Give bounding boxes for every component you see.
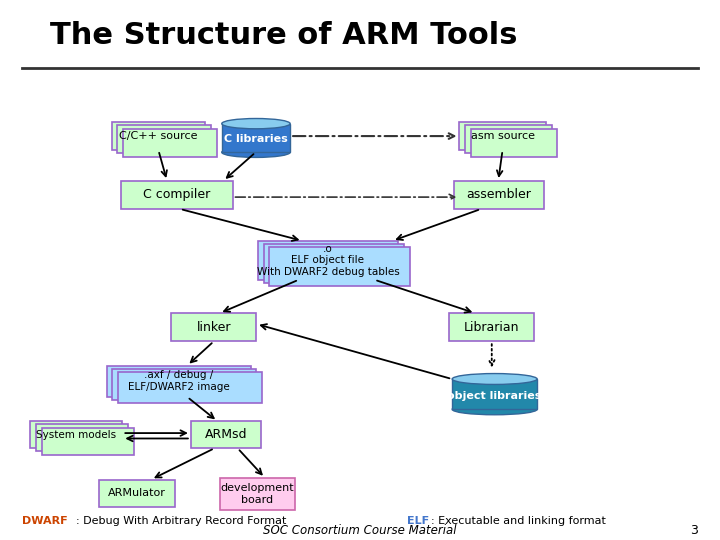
Text: : Executable and linking format: : Executable and linking format — [431, 516, 606, 526]
Text: .o
ELF object file
With DWARF2 debug tables: .o ELF object file With DWARF2 debug tab… — [256, 244, 400, 277]
FancyBboxPatch shape — [449, 313, 534, 341]
FancyBboxPatch shape — [30, 421, 122, 448]
FancyBboxPatch shape — [121, 181, 233, 209]
Text: ARMulator: ARMulator — [108, 488, 166, 498]
Text: The Structure of ARM Tools: The Structure of ARM Tools — [50, 21, 518, 50]
Text: System models: System models — [36, 430, 117, 440]
FancyBboxPatch shape — [107, 366, 251, 397]
Ellipse shape — [452, 404, 537, 415]
FancyBboxPatch shape — [222, 124, 290, 152]
Text: SOC Consortium Course Material: SOC Consortium Course Material — [264, 523, 456, 537]
Text: assembler: assembler — [466, 188, 531, 201]
Ellipse shape — [222, 118, 290, 129]
FancyBboxPatch shape — [117, 125, 211, 153]
FancyBboxPatch shape — [171, 313, 256, 341]
Text: asm source: asm source — [471, 131, 534, 141]
Text: : Debug With Arbitrary Record Format: : Debug With Arbitrary Record Format — [76, 516, 286, 526]
Text: .axf / debug /
ELF/DWARF2 image: .axf / debug / ELF/DWARF2 image — [127, 370, 230, 392]
FancyBboxPatch shape — [112, 369, 256, 400]
Ellipse shape — [452, 374, 537, 384]
Text: 3: 3 — [690, 523, 698, 537]
Text: C libraries: C libraries — [224, 134, 288, 144]
FancyBboxPatch shape — [42, 428, 134, 455]
FancyBboxPatch shape — [112, 122, 205, 150]
FancyBboxPatch shape — [191, 421, 261, 448]
FancyBboxPatch shape — [264, 244, 404, 283]
FancyBboxPatch shape — [118, 372, 262, 403]
FancyBboxPatch shape — [459, 122, 546, 150]
FancyBboxPatch shape — [465, 125, 552, 153]
Text: DWARF: DWARF — [22, 516, 67, 526]
Text: linker: linker — [197, 321, 231, 334]
Text: ELF: ELF — [407, 516, 429, 526]
FancyBboxPatch shape — [269, 247, 410, 286]
FancyBboxPatch shape — [471, 129, 557, 157]
Text: ARMsd: ARMsd — [204, 428, 248, 441]
FancyBboxPatch shape — [36, 424, 128, 451]
FancyBboxPatch shape — [123, 129, 217, 157]
Text: C compiler: C compiler — [143, 188, 210, 201]
Ellipse shape — [222, 147, 290, 158]
Text: Librarian: Librarian — [464, 321, 520, 334]
Text: C/C++ source: C/C++ source — [119, 131, 198, 141]
FancyBboxPatch shape — [454, 181, 544, 209]
Text: development
board: development board — [220, 483, 294, 505]
FancyBboxPatch shape — [258, 241, 398, 280]
FancyBboxPatch shape — [220, 478, 295, 510]
FancyBboxPatch shape — [99, 480, 175, 507]
FancyBboxPatch shape — [452, 379, 537, 409]
Text: object libraries: object libraries — [447, 390, 542, 401]
